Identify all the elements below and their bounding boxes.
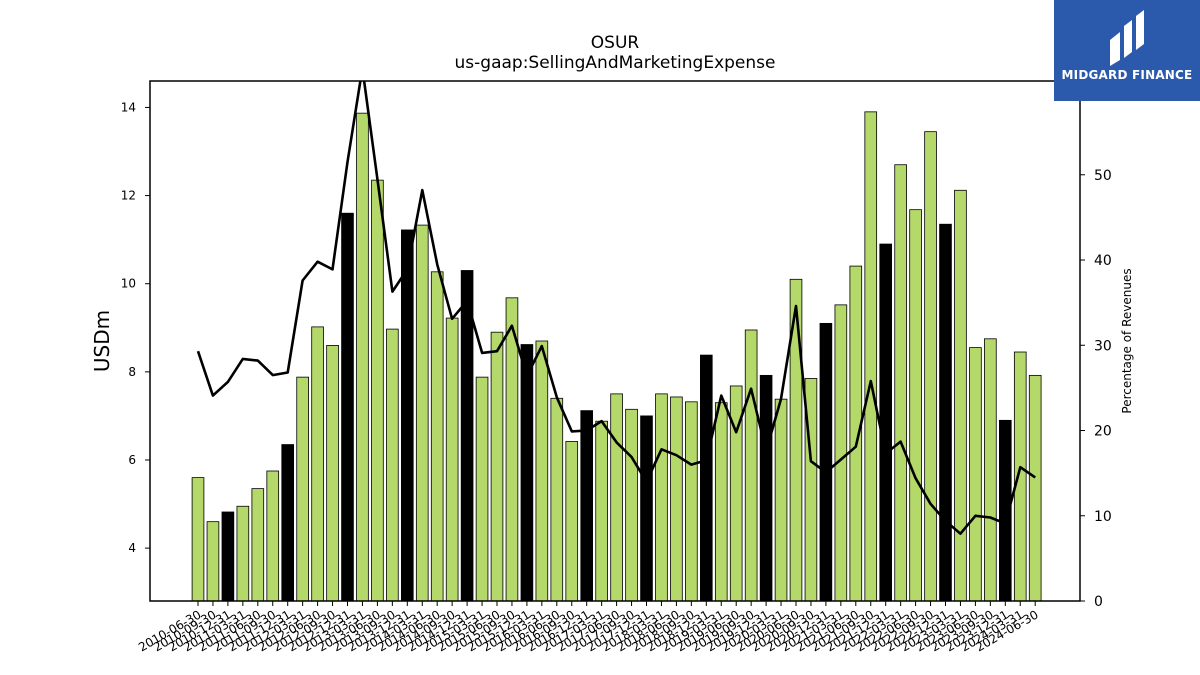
plot-frame <box>149 80 1081 602</box>
bar-2018-12-31 <box>700 354 713 602</box>
y2-tick-label-20: 20 <box>1094 424 1112 440</box>
y2-tick-label-30: 30 <box>1094 338 1112 354</box>
bar-2020-12-31 <box>819 322 833 602</box>
bar-2017-09-30 <box>625 408 638 602</box>
bar-2022-06-30 <box>909 209 922 602</box>
bar-2017-03-31 <box>595 420 608 602</box>
bar-2016-12-31 <box>580 410 593 602</box>
bar-2022-12-31 <box>939 223 952 602</box>
bar-2012-03-31 <box>296 376 309 602</box>
bar-2016-09-30 <box>565 441 579 602</box>
logo-text: MIDGARD FINANCE <box>1061 68 1193 82</box>
bar-2023-09-30 <box>984 338 997 602</box>
y-tick-label-14: 14 <box>121 100 136 114</box>
bar-2015-12-31 <box>520 344 534 602</box>
bar-2022-03-31 <box>894 164 907 602</box>
bar-2016-03-31 <box>535 340 549 602</box>
bar-2023-03-31 <box>954 189 967 602</box>
bar-2014-06-30 <box>430 271 444 602</box>
bar-2010-06-30 <box>191 477 205 602</box>
bar-2013-12-31 <box>400 229 414 602</box>
chart-subtitle: us-gaap:SellingAndMarketingExpense <box>455 53 776 73</box>
bar-2021-12-31 <box>879 243 892 602</box>
bar-2014-09-30 <box>445 317 459 602</box>
y-tick-label-4: 4 <box>128 541 136 555</box>
y-axis-label: USDm <box>90 310 114 372</box>
y2-axis-label: Percentage of Revenues <box>1120 268 1134 413</box>
bar-2011-09-30 <box>266 470 280 602</box>
bar-2011-03-31 <box>236 505 250 602</box>
bar-2018-03-31 <box>655 393 668 602</box>
bar-2016-06-30 <box>550 397 564 602</box>
brand-logo: MIDGARD FINANCE <box>1054 0 1200 101</box>
bar-2023-06-30 <box>969 347 982 602</box>
bar-2021-09-30 <box>864 111 878 602</box>
bar-2012-09-30 <box>326 345 339 602</box>
bar-2012-06-30 <box>311 326 324 602</box>
bar-2017-12-31 <box>640 415 653 602</box>
y-tick-label-10: 10 <box>121 277 136 291</box>
y2-tick-label-50: 50 <box>1094 168 1112 184</box>
percentage-line <box>196 81 1036 536</box>
chart-title: OSUR <box>591 33 640 53</box>
bar-2011-06-30 <box>251 488 265 602</box>
bar-2015-03-31 <box>475 376 489 602</box>
logo-mark-icon <box>1110 10 1144 66</box>
bar-2013-09-30 <box>386 328 399 602</box>
y-tick-label-12: 12 <box>121 189 136 203</box>
y-tick-label-6: 6 <box>128 453 136 467</box>
bar-2014-12-31 <box>460 270 474 602</box>
y2-tick-label-40: 40 <box>1094 253 1112 269</box>
bar-2024-06-30 <box>1028 374 1042 602</box>
bar-2019-03-31 <box>714 402 728 602</box>
bar-2013-06-30 <box>371 179 384 602</box>
bar-2022-09-30 <box>924 131 937 602</box>
y2-tick-label-0: 0 <box>1094 594 1103 610</box>
bar-2012-12-31 <box>341 212 354 602</box>
bar-2010-09-30 <box>206 521 220 602</box>
y-tick-label-8: 8 <box>128 365 136 379</box>
bar-2018-09-30 <box>685 401 698 602</box>
bar-2020-03-31 <box>774 398 788 602</box>
bar-2021-03-31 <box>834 304 848 602</box>
bar-2011-12-31 <box>281 444 294 602</box>
bar-2019-09-30 <box>744 329 758 602</box>
bar-2015-06-30 <box>490 331 504 602</box>
bar-2017-06-30 <box>610 393 623 602</box>
bar-2010-12-31 <box>221 511 235 602</box>
bar-2014-03-31 <box>415 224 429 602</box>
bar-2018-06-30 <box>670 396 683 602</box>
bar-2024-03-31 <box>1013 351 1027 602</box>
y2-tick-label-10: 10 <box>1094 509 1112 525</box>
bar-2019-12-31 <box>759 374 773 602</box>
bar-2013-03-31 <box>356 112 369 602</box>
